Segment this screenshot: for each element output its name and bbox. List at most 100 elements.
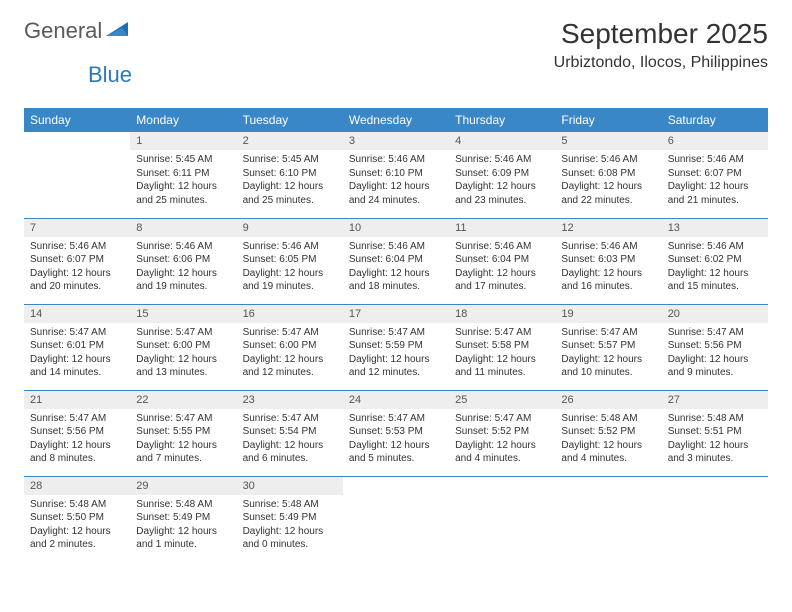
day-number: 15 bbox=[130, 305, 236, 323]
calendar-body: 1Sunrise: 5:45 AMSunset: 6:11 PMDaylight… bbox=[24, 132, 768, 562]
daylight-line: Daylight: 12 hours and 19 minutes. bbox=[243, 267, 337, 294]
sunset-line: Sunset: 6:11 PM bbox=[136, 167, 230, 181]
day-details: Sunrise: 5:47 AMSunset: 6:00 PMDaylight:… bbox=[237, 323, 343, 386]
calendar-day-cell: 12 Sunrise: 5:46 AMSunset: 6:03 PMDayligh… bbox=[555, 218, 661, 304]
day-details: Sunrise: 5:46 AMSunset: 6:05 PMDaylight:… bbox=[237, 237, 343, 300]
day-number: 30 bbox=[237, 477, 343, 495]
day-details: Sunrise: 5:47 AMSunset: 5:54 PMDaylight:… bbox=[237, 409, 343, 472]
sunset-line: Sunset: 5:52 PM bbox=[455, 425, 549, 439]
daylight-line: Daylight: 12 hours and 21 minutes. bbox=[668, 180, 762, 207]
calendar-day-cell bbox=[343, 476, 449, 562]
calendar-day-cell: 25Sunrise: 5:47 AMSunset: 5:52 PMDayligh… bbox=[449, 390, 555, 476]
calendar-day-cell: 26Sunrise: 5:48 AMSunset: 5:52 PMDayligh… bbox=[555, 390, 661, 476]
daylight-line: Daylight: 12 hours and 22 minutes. bbox=[561, 180, 655, 207]
day-details: Sunrise: 5:48 AMSunset: 5:50 PMDaylight:… bbox=[24, 495, 130, 558]
logo-text-general: General bbox=[24, 18, 102, 44]
page-title: September 2025 bbox=[554, 18, 768, 50]
daylight-line: Daylight: 12 hours and 9 minutes. bbox=[668, 353, 762, 380]
sunset-line: Sunset: 5:53 PM bbox=[349, 425, 443, 439]
sunrise-line: Sunrise: 5:48 AM bbox=[136, 498, 230, 512]
calendar-week-row: 1Sunrise: 5:45 AMSunset: 6:11 PMDaylight… bbox=[24, 132, 768, 218]
calendar-header-cell: Tuesday bbox=[237, 108, 343, 132]
calendar-day-cell bbox=[555, 476, 661, 562]
sunrise-line: Sunrise: 5:46 AM bbox=[668, 240, 762, 254]
sunset-line: Sunset: 6:06 PM bbox=[136, 253, 230, 267]
sunrise-line: Sunrise: 5:46 AM bbox=[349, 240, 443, 254]
day-details: Sunrise: 5:46 AMSunset: 6:04 PMDaylight:… bbox=[449, 237, 555, 300]
daylight-line: Daylight: 12 hours and 13 minutes. bbox=[136, 353, 230, 380]
sunset-line: Sunset: 6:09 PM bbox=[455, 167, 549, 181]
day-details: Sunrise: 5:47 AMSunset: 5:59 PMDaylight:… bbox=[343, 323, 449, 386]
calendar-day-cell: 1Sunrise: 5:45 AMSunset: 6:11 PMDaylight… bbox=[130, 132, 236, 218]
calendar-day-cell: 17Sunrise: 5:47 AMSunset: 5:59 PMDayligh… bbox=[343, 304, 449, 390]
calendar-header-cell: Saturday bbox=[662, 108, 768, 132]
daylight-line: Daylight: 12 hours and 3 minutes. bbox=[668, 439, 762, 466]
sunset-line: Sunset: 5:56 PM bbox=[30, 425, 124, 439]
sunrise-line: Sunrise: 5:46 AM bbox=[136, 240, 230, 254]
day-details: Sunrise: 5:47 AMSunset: 5:58 PMDaylight:… bbox=[449, 323, 555, 386]
sunset-line: Sunset: 6:10 PM bbox=[243, 167, 337, 181]
sunset-line: Sunset: 6:03 PM bbox=[561, 253, 655, 267]
daylight-line: Daylight: 12 hours and 2 minutes. bbox=[30, 525, 124, 552]
day-number: 16 bbox=[237, 305, 343, 323]
day-number: 7 bbox=[24, 219, 130, 237]
sunrise-line: Sunrise: 5:47 AM bbox=[455, 326, 549, 340]
sunset-line: Sunset: 5:52 PM bbox=[561, 425, 655, 439]
day-details: Sunrise: 5:47 AMSunset: 5:56 PMDaylight:… bbox=[662, 323, 768, 386]
calendar-day-cell: 29Sunrise: 5:48 AMSunset: 5:49 PMDayligh… bbox=[130, 476, 236, 562]
calendar-day-cell: 8Sunrise: 5:46 AMSunset: 6:06 PMDaylight… bbox=[130, 218, 236, 304]
day-details: Sunrise: 5:46 AMSunset: 6:10 PMDaylight:… bbox=[343, 150, 449, 213]
day-number: 21 bbox=[24, 391, 130, 409]
sunrise-line: Sunrise: 5:48 AM bbox=[30, 498, 124, 512]
calendar-week-row: 28Sunrise: 5:48 AMSunset: 5:50 PMDayligh… bbox=[24, 476, 768, 562]
calendar-day-cell: 19Sunrise: 5:47 AMSunset: 5:57 PMDayligh… bbox=[555, 304, 661, 390]
day-number: 23 bbox=[237, 391, 343, 409]
daylight-line: Daylight: 12 hours and 25 minutes. bbox=[243, 180, 337, 207]
calendar-day-cell: 16Sunrise: 5:47 AMSunset: 6:00 PMDayligh… bbox=[237, 304, 343, 390]
sunrise-line: Sunrise: 5:45 AM bbox=[136, 153, 230, 167]
daylight-line: Daylight: 12 hours and 17 minutes. bbox=[455, 267, 549, 294]
sunrise-line: Sunrise: 5:47 AM bbox=[668, 326, 762, 340]
calendar-day-cell: 4Sunrise: 5:46 AMSunset: 6:09 PMDaylight… bbox=[449, 132, 555, 218]
sunrise-line: Sunrise: 5:46 AM bbox=[668, 153, 762, 167]
calendar-day-cell: 7Sunrise: 5:46 AMSunset: 6:07 PMDaylight… bbox=[24, 218, 130, 304]
day-number: 22 bbox=[130, 391, 236, 409]
day-number: 19 bbox=[555, 305, 661, 323]
sunrise-line: Sunrise: 5:45 AM bbox=[243, 153, 337, 167]
sunrise-line: Sunrise: 5:47 AM bbox=[30, 412, 124, 426]
logo: General bbox=[24, 18, 132, 44]
daylight-line: Daylight: 12 hours and 16 minutes. bbox=[561, 267, 655, 294]
calendar-table: SundayMondayTuesdayWednesdayThursdayFrid… bbox=[24, 108, 768, 562]
sunset-line: Sunset: 5:54 PM bbox=[243, 425, 337, 439]
sunrise-line: Sunrise: 5:46 AM bbox=[561, 240, 655, 254]
day-number: 2 bbox=[237, 132, 343, 150]
day-details: Sunrise: 5:46 AMSunset: 6:08 PMDaylight:… bbox=[555, 150, 661, 213]
sunrise-line: Sunrise: 5:47 AM bbox=[136, 326, 230, 340]
daylight-line: Daylight: 12 hours and 8 minutes. bbox=[30, 439, 124, 466]
sunset-line: Sunset: 6:05 PM bbox=[243, 253, 337, 267]
sunset-line: Sunset: 6:00 PM bbox=[136, 339, 230, 353]
calendar-header-cell: Thursday bbox=[449, 108, 555, 132]
day-details: Sunrise: 5:46 AMSunset: 6:07 PMDaylight:… bbox=[24, 237, 130, 300]
calendar-header-cell: Wednesday bbox=[343, 108, 449, 132]
calendar-day-cell: 27Sunrise: 5:48 AMSunset: 5:51 PMDayligh… bbox=[662, 390, 768, 476]
day-number: 13 bbox=[662, 219, 768, 237]
sunset-line: Sunset: 6:01 PM bbox=[30, 339, 124, 353]
day-number: 29 bbox=[130, 477, 236, 495]
day-details: Sunrise: 5:47 AMSunset: 6:01 PMDaylight:… bbox=[24, 323, 130, 386]
day-details: Sunrise: 5:46 AMSunset: 6:04 PMDaylight:… bbox=[343, 237, 449, 300]
day-number: 11 bbox=[449, 219, 555, 237]
calendar-day-cell: 23Sunrise: 5:47 AMSunset: 5:54 PMDayligh… bbox=[237, 390, 343, 476]
sunset-line: Sunset: 5:56 PM bbox=[668, 339, 762, 353]
sunset-line: Sunset: 6:10 PM bbox=[349, 167, 443, 181]
day-number: 28 bbox=[24, 477, 130, 495]
day-number: 18 bbox=[449, 305, 555, 323]
day-details: Sunrise: 5:48 AMSunset: 5:49 PMDaylight:… bbox=[130, 495, 236, 558]
sunset-line: Sunset: 6:02 PM bbox=[668, 253, 762, 267]
day-details: Sunrise: 5:48 AMSunset: 5:49 PMDaylight:… bbox=[237, 495, 343, 558]
calendar-header-row: SundayMondayTuesdayWednesdayThursdayFrid… bbox=[24, 108, 768, 132]
daylight-line: Daylight: 12 hours and 7 minutes. bbox=[136, 439, 230, 466]
day-number: 12 bbox=[555, 219, 661, 237]
sunset-line: Sunset: 5:57 PM bbox=[561, 339, 655, 353]
daylight-line: Daylight: 12 hours and 14 minutes. bbox=[30, 353, 124, 380]
